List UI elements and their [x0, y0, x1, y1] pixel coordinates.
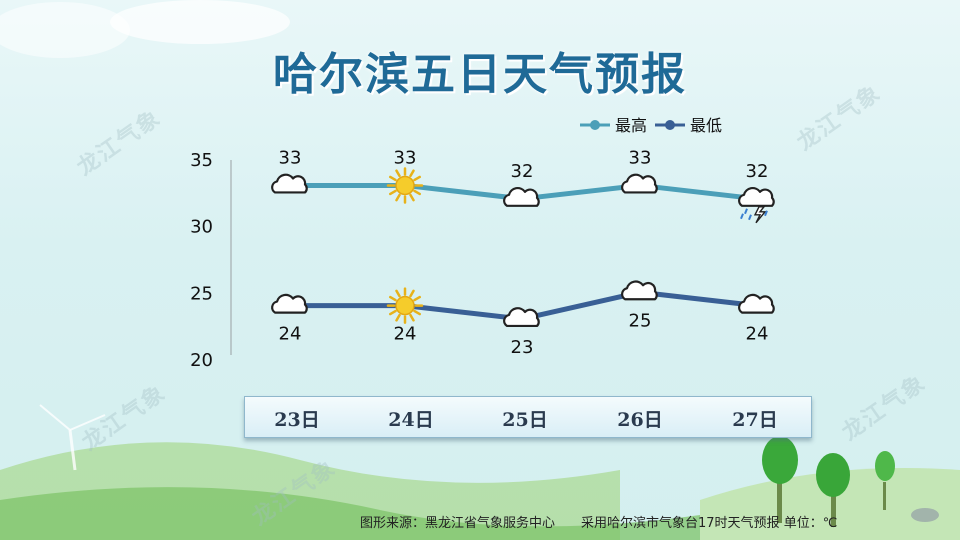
sun-ray	[395, 313, 401, 322]
day-label: 24日	[388, 409, 434, 431]
day-label: 23日	[274, 409, 320, 431]
footer-source: 图形来源：黑龙江省气象服务中心	[360, 516, 556, 531]
legend-marker	[590, 120, 600, 130]
data-label: 33	[394, 147, 417, 168]
sun-ray	[409, 169, 415, 178]
cloud-shape	[271, 173, 308, 194]
y-tick-label: 25	[190, 283, 213, 304]
day-label: 25日	[502, 409, 548, 431]
day-label: 27日	[732, 409, 778, 431]
sun-ray	[413, 189, 421, 196]
day-bar: 23日 24日 25日 26日 27日	[244, 396, 812, 438]
sun-ray	[413, 309, 421, 316]
rain-drop	[740, 213, 744, 220]
cloud-shape	[271, 293, 308, 314]
sun-ray	[395, 289, 401, 298]
y-axis-ticks: 20 25 30 35	[190, 150, 213, 371]
data-label: 24	[746, 324, 769, 345]
data-label: 24	[394, 324, 417, 345]
cloud-icon	[503, 307, 540, 328]
day-label: 26日	[617, 409, 663, 431]
sun-ray	[389, 309, 397, 316]
data-label: 24	[279, 324, 302, 345]
cloud-icon	[621, 280, 658, 301]
sun-ray	[395, 169, 401, 178]
rain-drop	[764, 210, 768, 217]
legend-item: 最高	[580, 116, 647, 135]
legend-item: 最低	[655, 116, 722, 135]
sun-ray	[409, 289, 415, 298]
data-label: 33	[629, 147, 652, 168]
y-tick-label: 30	[190, 217, 213, 238]
thunderstorm-icon	[738, 186, 775, 224]
sun-icon	[386, 167, 424, 204]
cloud-shape	[503, 307, 540, 328]
data-label: 25	[629, 310, 652, 331]
cloud-icon	[271, 293, 308, 314]
sun-disc	[395, 295, 415, 316]
legend-marker	[665, 120, 675, 130]
footer-note: 采用哈尔滨市气象台17时天气预报 单位：℃	[581, 516, 838, 531]
data-label: 32	[511, 161, 534, 182]
sun-disc	[395, 175, 415, 196]
cloud-shape	[738, 293, 775, 314]
legend-label: 最低	[690, 116, 722, 135]
rain-drop	[744, 208, 748, 215]
page-title: 哈尔滨五日天气预报	[273, 49, 687, 100]
cloud-shape	[621, 280, 658, 301]
cloud-icon	[738, 293, 775, 314]
sun-ray	[389, 295, 397, 302]
cloud-shape	[738, 186, 775, 207]
rain-drop	[748, 214, 752, 221]
y-tick-label: 20	[190, 350, 213, 371]
cloud-shape	[621, 173, 658, 194]
sun-ray	[413, 175, 421, 182]
sun-ray	[409, 193, 415, 202]
sun-ray	[389, 175, 397, 182]
sun-ray	[413, 295, 421, 302]
footer: 图形来源：黑龙江省气象服务中心 采用哈尔滨市气象台17时天气预报 单位：℃	[360, 512, 863, 531]
sun-ray	[409, 313, 415, 322]
data-label: 33	[279, 147, 302, 168]
sun-ray	[389, 189, 397, 196]
cloud-icon	[503, 186, 540, 207]
cloud-shape	[503, 186, 540, 207]
sun-ray	[395, 193, 401, 202]
sun-icon	[386, 287, 424, 324]
data-label: 32	[746, 161, 769, 182]
data-label: 23	[511, 337, 534, 358]
legend-label: 最高	[615, 116, 647, 135]
legend: 最高 最低	[580, 116, 722, 135]
cloud-icon	[621, 173, 658, 194]
y-tick-label: 35	[190, 150, 213, 171]
cloud-icon	[271, 173, 308, 194]
lightning-bolt	[753, 206, 767, 224]
